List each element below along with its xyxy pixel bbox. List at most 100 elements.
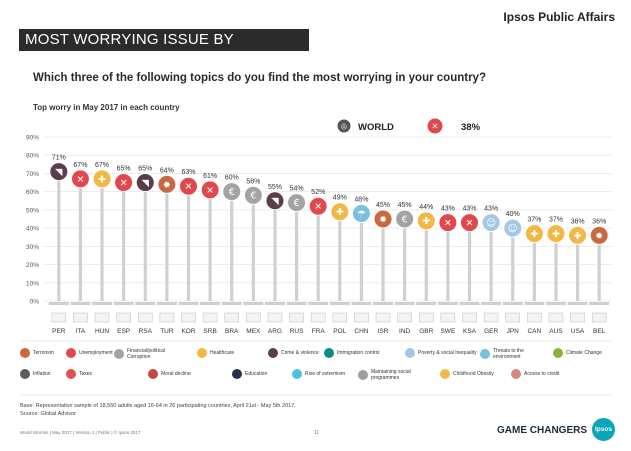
bar — [186, 186, 191, 301]
issue-icon-terrorism-glyph: ✹ — [595, 231, 603, 242]
axis-strip — [113, 302, 134, 305]
y-tick-label: 70% — [26, 171, 39, 178]
social_programmes-icon — [358, 370, 368, 380]
extremism-icon — [292, 369, 302, 379]
education-icon — [232, 369, 242, 379]
page-number: 11 — [314, 430, 320, 436]
data-label: 37% — [549, 217, 563, 224]
issue-icon-healthcare-glyph: ✚ — [422, 216, 430, 227]
data-label: 54% — [290, 186, 304, 193]
bar — [381, 219, 385, 301]
axis-strip — [135, 302, 156, 305]
legend-label: Taxes — [79, 371, 93, 377]
flag-icon — [332, 312, 348, 323]
x-tick-label: GER — [484, 328, 498, 335]
data-label: 45% — [398, 202, 412, 209]
axis-strip — [308, 302, 329, 305]
issue-icon-unemployment-glyph: ✕ — [206, 185, 214, 196]
issue-icon-poverty-glyph: ☺ — [508, 224, 518, 235]
issue-icon-healthcare-glyph: ✚ — [574, 231, 582, 242]
unemployment-icon — [66, 348, 76, 358]
legend-item-immigration: Immigration control — [324, 348, 396, 358]
flag-icon — [591, 312, 607, 323]
legend-label: Immigration control — [337, 350, 380, 356]
x-tick-label: SRB — [203, 328, 216, 335]
tagline: GAME CHANGERS — [497, 425, 588, 436]
flag-icon — [548, 312, 564, 323]
x-tick-label: BRA — [225, 328, 239, 335]
legend-item-corruption: Financial/political Corruption — [114, 348, 186, 360]
data-label: 36% — [592, 218, 606, 225]
axis-strip — [178, 302, 199, 305]
issue-icon-environment — [351, 204, 371, 224]
issue-icon-unemployment-glyph: ✕ — [444, 218, 452, 229]
issue-icon-healthcare — [568, 225, 588, 245]
issue-icon-crime-glyph: ◥ — [55, 167, 63, 178]
legend-label: Financial/political Corruption — [127, 348, 166, 360]
bar — [532, 233, 536, 301]
axis-strip — [92, 302, 113, 305]
climate-icon — [553, 348, 563, 358]
terrorism-icon — [20, 348, 30, 358]
legend-label: Rise of extremism — [305, 371, 346, 377]
x-tick-label: TUR — [160, 328, 174, 335]
data-label: 43% — [484, 206, 498, 213]
issue-icon-unemployment — [438, 213, 458, 233]
chart-subtitle: Top worry in May 2017 in each country — [33, 103, 180, 112]
data-label: 52% — [311, 189, 325, 196]
axis-strip — [394, 302, 415, 305]
legend-label: Poverty & social Inequality — [418, 350, 477, 356]
issue-icon-terrorism — [157, 174, 177, 194]
issue-icon-healthcare — [330, 202, 350, 222]
bar — [489, 222, 493, 301]
issue-icon-corruption-glyph: € — [229, 187, 235, 198]
x-tick-label: FRA — [312, 328, 326, 335]
issue-icon-crime — [49, 162, 69, 182]
issue-icon-unemployment-glyph: ✕ — [466, 218, 474, 229]
data-label: 65% — [138, 166, 152, 173]
issue-icon-unemployment — [179, 176, 198, 196]
data-label: 58% — [246, 178, 260, 185]
bar — [100, 178, 104, 301]
issue-icon-unemployment — [70, 169, 90, 189]
data-label: 45% — [376, 202, 390, 209]
bar — [424, 220, 428, 301]
data-label: 61% — [203, 173, 217, 180]
issue-icon-healthcare-glyph: ✚ — [336, 207, 344, 218]
issue-icon-corruption — [395, 209, 415, 229]
x-tick-label: USA — [571, 328, 585, 335]
issue-icon-unemployment — [460, 213, 479, 233]
data-label: 60% — [225, 175, 239, 182]
legend-item-taxes: Taxes — [66, 369, 138, 379]
bar — [208, 189, 212, 301]
x-tick-label: ISR — [378, 328, 389, 335]
legend-label: Childhood Obesity — [453, 371, 494, 377]
flag-icon — [310, 312, 326, 323]
bar — [251, 195, 255, 301]
ipsos-logo: Ipsos — [592, 418, 615, 441]
y-tick-label: 30% — [26, 244, 39, 251]
x-tick-label: IND — [399, 328, 411, 335]
issue-icon-corruption-glyph: € — [294, 198, 300, 209]
issue-icon-unemployment-glyph: ✕ — [76, 174, 84, 185]
legend-label: Moral decline — [161, 371, 191, 377]
environment-icon — [480, 349, 490, 359]
world-value: 38% — [461, 122, 481, 133]
flag-icon — [51, 312, 67, 323]
data-label: 65% — [117, 166, 131, 173]
x-tick-label: ITA — [76, 328, 86, 335]
legend-item-childhood_obesity: Childhood Obesity — [440, 369, 512, 379]
legend-item-moral: Moral decline — [148, 369, 220, 379]
legend-item-social_programmes: Maintaining social programmes — [358, 369, 430, 381]
data-label: 49% — [333, 195, 347, 202]
legend-item-credit: Access to credit — [511, 369, 583, 379]
axis-strip — [545, 302, 566, 305]
flag-icon — [94, 312, 110, 323]
issue-icon-healthcare — [416, 211, 436, 231]
axis-strip — [243, 302, 264, 305]
source-text: Source: Global Advisor — [20, 411, 76, 417]
legend-item-climate: Climate Change — [553, 348, 625, 358]
data-label: 67% — [95, 162, 109, 169]
legend-item-poverty: Poverty & social Inequality — [405, 348, 477, 358]
x-tick-label: JPN — [507, 328, 520, 335]
